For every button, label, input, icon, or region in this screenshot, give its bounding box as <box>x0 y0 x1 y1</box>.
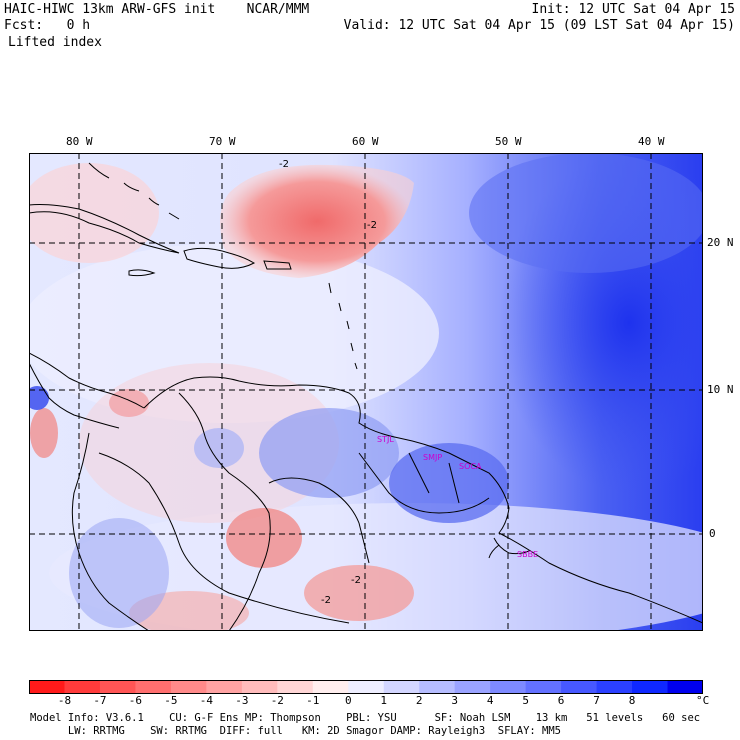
colorbar-tick-label: 1 <box>380 694 388 707</box>
colorbar-tick-label: 2 <box>415 694 423 707</box>
unstable-blob-colombia <box>226 508 302 568</box>
unstable-blob-pacific <box>30 408 58 458</box>
contour-label: -2 <box>367 220 377 231</box>
colorbar-unit: °C <box>696 694 710 707</box>
stable-spot-pacific <box>29 386 49 410</box>
colorbar-cell <box>632 680 669 694</box>
init-time: Init: 12 UTC Sat 04 Apr 15 <box>531 2 736 17</box>
colorbar-tick-label: -1 <box>306 694 320 707</box>
colorbar-cell <box>383 680 420 694</box>
model-title: HAIC-HIWC 13km ARW-GFS init NCAR/MMM <box>4 2 310 17</box>
colorbar-cell <box>99 680 136 694</box>
lon-label-40w: 40 W <box>638 135 665 148</box>
colorbar-cell <box>170 680 207 694</box>
colorbar-tick-label: 8 <box>628 694 636 707</box>
lat-label-20n: 20 N <box>707 236 734 249</box>
lon-label-50w: 50 W <box>495 135 522 148</box>
colorbar-cell <box>135 680 172 694</box>
field-name: Lifted index <box>8 35 102 50</box>
station-stjl: STJL <box>377 435 394 444</box>
neutral-caribbean <box>29 243 439 423</box>
colorbar-tick-label: -6 <box>128 694 143 707</box>
unstable-blob-amazon <box>304 565 414 621</box>
colorbar-tick-label: 0 <box>344 694 352 707</box>
stable-region-andes <box>69 518 169 628</box>
colorbar-tick-label: -2 <box>270 694 284 707</box>
colorbar-cell <box>525 680 562 694</box>
colorbar-tick-label: -5 <box>164 694 178 707</box>
colorbar-cell <box>206 680 243 694</box>
colorbar-tick-label: -7 <box>93 694 107 707</box>
colorbar-cell <box>454 680 491 694</box>
lifted-index-map: STJL SMJP SOCA SBBE -2 -2 -2 -2 <box>29 153 703 631</box>
lon-label-80w: 80 W <box>66 135 93 148</box>
stable-region-guianas <box>389 443 509 523</box>
station-smjp: SMJP <box>423 453 442 462</box>
lat-label-10n: 10 N <box>707 383 734 396</box>
station-soca: SOCA <box>459 462 482 471</box>
colorbar-tick-label: 4 <box>486 694 494 707</box>
model-info-line1: Model Info: V3.6.1 CU: G-F Ens MP: Thomp… <box>30 712 701 724</box>
colorbar-cell <box>596 680 633 694</box>
valid-time: Valid: 12 UTC Sat 04 Apr 15 (09 LST Sat … <box>343 18 735 33</box>
colorbar-ticks: -8 -7 -6 -5 -4 -3 -2 -1 0 1 2 3 4 5 6 7 8 <box>29 695 703 707</box>
map-frame <box>29 153 703 631</box>
lon-label-70w: 70 W <box>209 135 236 148</box>
colorbar-tick-label: 5 <box>522 694 529 707</box>
stable-region-n <box>469 153 703 273</box>
coastlines <box>29 162 703 631</box>
contour-label: -2 <box>321 595 331 606</box>
colorbar-tick-label: 6 <box>557 694 565 707</box>
lat-lon-grid <box>29 153 703 631</box>
contour-label: -2 <box>351 575 361 586</box>
stable-region-venezuela <box>259 408 399 498</box>
slightly-unstable-cuba <box>29 163 159 263</box>
colorbar-cell <box>241 680 278 694</box>
colorbar-cell <box>312 680 349 694</box>
station-sbbe: SBBE <box>517 550 538 559</box>
contour-label: -2 <box>279 159 289 170</box>
colorbar-cell <box>419 680 456 694</box>
colorbar-cell <box>277 680 314 694</box>
colorbar-cell <box>561 680 598 694</box>
forecast-hour: Fcst: 0 h <box>4 18 91 33</box>
colorbar-tick-label: 3 <box>451 694 458 707</box>
colorbar-cell <box>490 680 527 694</box>
stable-region-colombia-north <box>194 428 244 468</box>
colorbar-tick-label: -4 <box>199 694 213 707</box>
colorbar-tick-label: 7 <box>593 694 600 707</box>
colorbar <box>29 680 703 694</box>
colorbar-cell <box>29 680 65 694</box>
colorbar-cell <box>667 680 703 694</box>
colorbar-tick-label: -3 <box>235 694 249 707</box>
unstable-blob-panama <box>109 389 149 417</box>
colorbar-cell <box>348 680 385 694</box>
lon-label-60w: 60 W <box>352 135 379 148</box>
lat-label-0: 0 <box>709 527 716 540</box>
model-info-line2: LW: RRTMG SW: RRTMG DIFF: full KM: 2D Sm… <box>30 725 562 737</box>
colorbar-cell <box>64 680 101 694</box>
colorbar-tick-label: -8 <box>57 694 72 707</box>
